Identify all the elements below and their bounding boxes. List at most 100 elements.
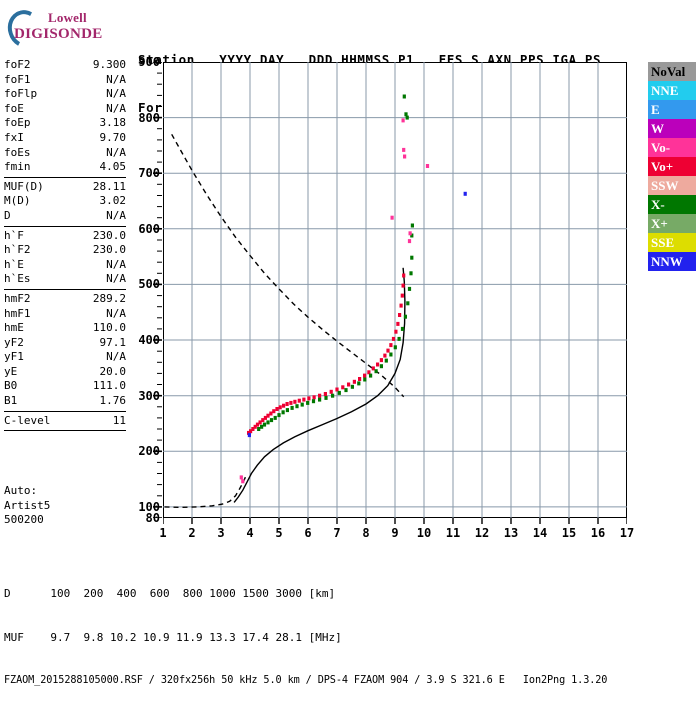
- legend-item-nne[interactable]: NNE: [648, 81, 696, 100]
- param-key: h`Es: [4, 272, 31, 286]
- data-point: [272, 409, 276, 414]
- data-point: [241, 479, 245, 484]
- param-row-yF2: yF2 97.1: [4, 336, 126, 351]
- data-point: [307, 396, 311, 401]
- legend-item-vo[interactable]: Vo+: [648, 157, 696, 176]
- data-point: [403, 314, 407, 319]
- data-point: [255, 422, 260, 427]
- param-key: h`F2: [4, 243, 31, 257]
- data-point: [266, 413, 270, 418]
- param-key: yE: [4, 364, 18, 378]
- data-point: [324, 395, 328, 400]
- data-point: [282, 403, 286, 408]
- param-value: 4.05: [99, 160, 127, 174]
- param-row-MUFD: MUF(D) 28.11: [4, 180, 126, 195]
- param-value: 110.0: [92, 321, 126, 335]
- data-point: [281, 410, 285, 415]
- data-point: [306, 400, 310, 405]
- legend-item-sse[interactable]: SSE: [648, 233, 696, 252]
- auto-line: Artist5: [4, 498, 51, 512]
- data-point: [400, 326, 405, 331]
- legend-item-ssw[interactable]: SSW: [648, 176, 696, 195]
- x-tick-label: 3: [217, 526, 225, 540]
- series-scatter-vo-: [239, 118, 430, 484]
- y-tick-label: 700: [138, 166, 160, 181]
- data-point: [297, 398, 301, 403]
- data-point: [407, 239, 412, 244]
- data-point: [407, 286, 412, 291]
- data-point: [405, 115, 409, 120]
- direction-legend[interactable]: NoVal NNE E W Vo- Vo+ SSW X- X+ SSE NNW: [648, 62, 696, 271]
- data-point: [408, 231, 412, 236]
- legend-item-e[interactable]: E: [648, 100, 696, 119]
- x-tick-label: 12: [474, 526, 490, 540]
- param-value: 289.2: [92, 291, 126, 305]
- param-value: N/A: [106, 87, 126, 101]
- param-key: M(D): [4, 194, 31, 208]
- x-tick-label: 16: [590, 526, 606, 540]
- data-point: [329, 389, 333, 394]
- param-row-hmE: hmE 110.0: [4, 321, 126, 336]
- legend-item-vo[interactable]: Vo-: [648, 138, 696, 157]
- data-point: [251, 427, 255, 431]
- param-key: h`F: [4, 228, 24, 242]
- param-row-fxI: fxI 9.70: [4, 131, 126, 146]
- param-key: fmin: [4, 160, 31, 174]
- legend-item-x[interactable]: X+: [648, 214, 696, 233]
- param-value: 28.11: [92, 179, 126, 193]
- data-point: [402, 94, 406, 99]
- data-point: [384, 358, 388, 363]
- x-tick-label: 14: [532, 526, 548, 540]
- data-point: [401, 118, 405, 123]
- legend-item-w[interactable]: W: [648, 119, 696, 138]
- param-value: 11: [112, 413, 126, 427]
- data-point: [337, 390, 341, 395]
- data-point: [402, 147, 406, 152]
- x-axis-ticks: [163, 518, 627, 524]
- series-x-trace-upper-fragments: [402, 94, 414, 238]
- data-point: [262, 422, 267, 427]
- data-point: [357, 381, 361, 386]
- param-row-fmin: fmin 4.05: [4, 160, 126, 175]
- data-point: [463, 191, 467, 196]
- data-point: [369, 373, 373, 378]
- data-point: [273, 415, 277, 420]
- data-point: [409, 271, 413, 276]
- param-key: foE: [4, 101, 24, 115]
- x-tick-label: 15: [561, 526, 577, 540]
- x-tick-label: 11: [445, 526, 461, 540]
- y-tick-label: 800: [138, 110, 160, 125]
- data-point: [263, 415, 267, 420]
- legend-item-nnw[interactable]: NNW: [648, 252, 696, 271]
- legend-item-noval[interactable]: NoVal: [648, 62, 696, 81]
- lowell-digisonde-logo: Lowell DIGISONDE: [2, 5, 120, 53]
- param-key: foEp: [4, 116, 31, 130]
- data-point: [239, 475, 243, 480]
- param-value: N/A: [106, 101, 126, 115]
- data-point: [318, 393, 322, 398]
- data-point: [401, 283, 405, 288]
- data-point: [293, 399, 297, 404]
- param-value: N/A: [106, 208, 126, 222]
- x-tick-label: 6: [304, 526, 312, 540]
- data-point: [394, 329, 398, 334]
- logo-digisonde-text: DIGISONDE: [14, 26, 103, 42]
- param-value: N/A: [106, 272, 126, 286]
- data-point: [396, 321, 400, 326]
- param-value: 97.1: [99, 335, 127, 349]
- ionogram-plot[interactable]: [163, 62, 627, 518]
- legend-item-x[interactable]: X-: [648, 195, 696, 214]
- y-tick-label: 600: [138, 221, 160, 236]
- data-point: [404, 112, 408, 117]
- x-tick-label: 4: [246, 526, 254, 540]
- x-tick-label: 1: [159, 526, 167, 540]
- y-axis-ticks: [153, 62, 162, 518]
- data-point: [386, 348, 390, 353]
- y-tick-label: 80: [145, 511, 160, 525]
- data-point: [247, 430, 251, 435]
- param-row-hEs: h`Es N/A: [4, 272, 126, 287]
- series-scatter-nnw-: [247, 191, 467, 438]
- param-row-hE: h`E N/A: [4, 258, 126, 273]
- data-point: [410, 255, 414, 260]
- footer-distance-row: D 100 200 400 600 800 1000 1500 3000 [km…: [4, 587, 336, 600]
